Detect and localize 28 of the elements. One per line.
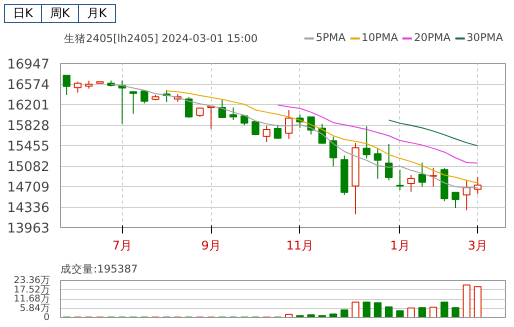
legend-label: 10PMA bbox=[362, 31, 398, 44]
text: 日K bbox=[4, 4, 42, 24]
text: 周K bbox=[40, 4, 79, 24]
x-tick-label: 7月 bbox=[112, 238, 132, 252]
y-tick-label: 15828 bbox=[7, 119, 50, 134]
y-tick-label: 16947 bbox=[7, 58, 50, 72]
y-tick-label: 14709 bbox=[7, 180, 50, 196]
y-tick-label: 15455 bbox=[7, 140, 50, 154]
x-tick-label: 9月 bbox=[201, 238, 221, 252]
y-tick-label: 13963 bbox=[7, 222, 50, 236]
chart-title: 成交量:195387 bbox=[60, 262, 138, 276]
y-tick-label: 15082 bbox=[7, 160, 50, 175]
y-tick-label: 17.52万 bbox=[14, 284, 50, 296]
y-tick-label: 14336 bbox=[7, 201, 50, 216]
x-tick-label: 3月 bbox=[468, 238, 488, 252]
y-tick-label: 0 bbox=[44, 312, 50, 323]
x-tick-label: 11月 bbox=[286, 238, 314, 252]
legend-label: 20PMA bbox=[414, 31, 451, 44]
legend-label: 5PMA bbox=[316, 31, 346, 44]
chart-title: 生猪2405[lh2405] 2024-03-01 15:00 bbox=[64, 32, 258, 45]
y-tick-label: 5.84万 bbox=[20, 302, 50, 314]
legend-label: 30PMA bbox=[466, 31, 503, 44]
text: 月K bbox=[78, 4, 116, 24]
y-tick-label: 23.36万 bbox=[14, 275, 50, 286]
x-tick-label: 1月 bbox=[390, 238, 410, 252]
y-tick-label: 11.68万 bbox=[14, 294, 50, 304]
y-tick-label: 16201 bbox=[7, 98, 50, 114]
y-tick-label: 16574 bbox=[7, 78, 50, 93]
